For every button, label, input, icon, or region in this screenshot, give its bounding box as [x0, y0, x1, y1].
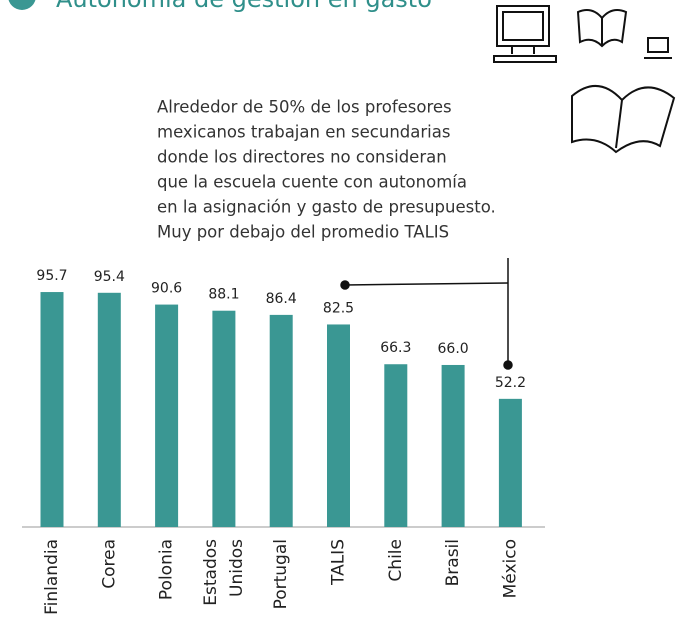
annotation-line: mexicanos trabajan en secundarias: [157, 123, 450, 142]
x-tick-label: México: [500, 539, 520, 598]
x-tick-label: Corea: [99, 539, 119, 589]
bar: [498, 398, 522, 527]
x-tick-label: Portugal: [271, 539, 291, 609]
bar: [155, 304, 179, 527]
connector-dot: [340, 280, 350, 290]
data-label: 66.0: [438, 341, 469, 357]
title-bullet: [8, 0, 36, 10]
x-tick-label: Estados Unidos: [201, 539, 247, 606]
data-label: 90.6: [151, 281, 182, 297]
bar: [327, 324, 350, 527]
x-tick-label: TALIS: [329, 539, 349, 586]
x-tick-label: Finlandia: [42, 539, 62, 615]
bar: [40, 292, 64, 527]
annotation-line: en la asignación y gasto de presupuesto.: [157, 198, 496, 217]
icons: [493, 5, 676, 154]
data-label: 66.3: [380, 340, 411, 356]
x-tick-label: Polonia: [157, 539, 177, 600]
data-label: 86.4: [266, 291, 297, 307]
data-label: 52.2: [495, 375, 526, 391]
annotation-line: Alrededor de 50% de los profesores: [157, 98, 452, 117]
bar: [97, 292, 121, 527]
data-label: 95.7: [36, 268, 67, 284]
bar: [441, 364, 465, 527]
data-label: 88.1: [208, 287, 239, 303]
bar: [212, 310, 236, 527]
data-label: 82.5: [323, 300, 354, 316]
annotation-line: donde los directores no consideran: [157, 148, 447, 167]
annotation-line: Muy por debajo del promedio TALIS: [157, 223, 449, 242]
x-tick-label: Chile: [386, 539, 406, 582]
bar: [384, 364, 408, 527]
connector-line: [344, 282, 509, 286]
x-tick-label: Brasil: [443, 539, 463, 586]
chart-title: Autonomía de gestión en gasto: [56, 0, 432, 13]
connector: [340, 258, 513, 370]
data-label: 95.4: [94, 269, 125, 285]
annotation-line: que la escuela cuente con autonomía: [157, 173, 467, 192]
bar: [269, 314, 293, 527]
connector-dot: [503, 360, 513, 370]
